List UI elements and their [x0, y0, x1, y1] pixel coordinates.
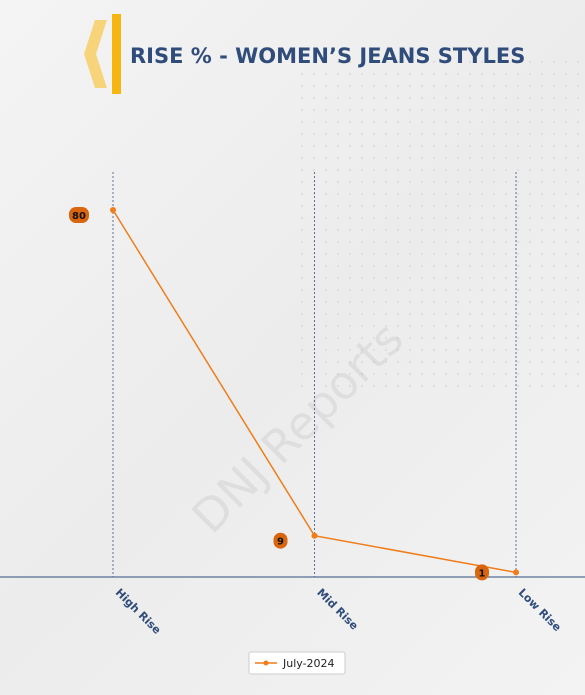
data-label: 80 — [72, 211, 86, 222]
legend-box — [248, 651, 346, 675]
legend-label: July-2024 — [282, 657, 335, 670]
data-label-bg — [273, 532, 288, 549]
x-tick-label: Low Rise — [516, 586, 564, 634]
data-label: 1 — [479, 568, 486, 579]
x-tick-label: High Rise — [113, 586, 164, 637]
point — [311, 532, 318, 539]
legend-marker — [263, 660, 269, 666]
data-label: 9 — [277, 537, 284, 548]
title-bar — [112, 14, 121, 94]
chart-title: RISE % - WOMEN’S JEANS STYLES — [130, 44, 525, 68]
x-tick-label: Mid Rise — [314, 586, 360, 632]
data-label-bg — [475, 564, 489, 581]
background-dots — [300, 60, 585, 390]
point — [110, 207, 116, 213]
title-icon — [84, 20, 107, 88]
data-label-bg — [69, 207, 89, 223]
point — [513, 569, 519, 576]
